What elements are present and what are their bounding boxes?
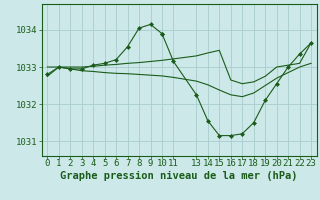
X-axis label: Graphe pression niveau de la mer (hPa): Graphe pression niveau de la mer (hPa) xyxy=(60,171,298,181)
